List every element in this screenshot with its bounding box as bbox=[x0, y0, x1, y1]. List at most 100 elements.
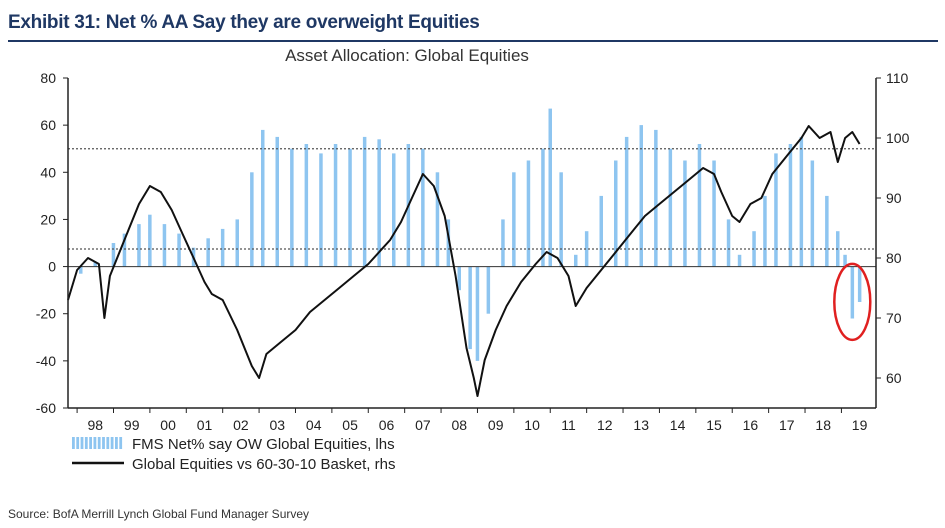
left-tick-label: 0 bbox=[48, 259, 56, 275]
x-tick-label: 14 bbox=[670, 417, 686, 433]
bar-20 bbox=[362, 136, 367, 267]
bar-56 bbox=[825, 195, 829, 267]
bar-27 bbox=[457, 266, 461, 291]
bar-38 bbox=[584, 231, 589, 267]
bar-14 bbox=[275, 136, 279, 267]
legend-swatch-bars bbox=[72, 437, 75, 449]
legend-swatch-bars bbox=[93, 437, 97, 449]
bar-46 bbox=[697, 144, 702, 267]
bar-58 bbox=[843, 254, 847, 267]
title-rule bbox=[8, 40, 938, 42]
highlight-circle bbox=[833, 262, 872, 342]
legend-swatch-bars bbox=[89, 437, 92, 449]
exhibit-title: Exhibit 31: Net % AA Say they are overwe… bbox=[8, 12, 480, 33]
x-tick-label: 13 bbox=[633, 417, 649, 433]
x-tick-label: 99 bbox=[124, 417, 140, 433]
bar-11 bbox=[235, 219, 239, 267]
bar-0 bbox=[79, 266, 83, 274]
bar-59 bbox=[850, 266, 855, 319]
bar-42 bbox=[639, 125, 643, 267]
bar-49 bbox=[737, 254, 742, 267]
plot-area bbox=[67, 108, 876, 397]
bar-9 bbox=[206, 238, 210, 267]
bar-45 bbox=[683, 160, 687, 267]
chart-title: Asset Allocation: Global Equities bbox=[285, 46, 529, 65]
left-tick-label: -40 bbox=[36, 353, 56, 369]
right-tick-label: 110 bbox=[886, 70, 909, 86]
axes: 80 60 40 20 0 -20 -40 -60 110 100 90 80 70 60 98 99 00 01… bbox=[36, 70, 910, 433]
bar-19 bbox=[348, 148, 352, 267]
x-tick-label: 00 bbox=[160, 417, 176, 433]
line-series-path bbox=[67, 125, 861, 397]
bar-15 bbox=[290, 148, 294, 267]
bar-2 bbox=[111, 243, 116, 267]
left-tick-label: 20 bbox=[40, 211, 56, 227]
x-tick-label: 11 bbox=[561, 417, 576, 433]
x-tick-label: 07 bbox=[415, 417, 431, 433]
legend-label-bars: FMS Net% say OW Global Equities, lhs bbox=[132, 436, 395, 453]
bar-35 bbox=[548, 108, 552, 267]
bar-24 bbox=[421, 148, 425, 267]
bar-3 bbox=[122, 233, 127, 267]
bar-52 bbox=[774, 153, 778, 267]
x-tick-label: 04 bbox=[306, 417, 322, 433]
right-tick-label: 70 bbox=[886, 310, 902, 326]
left-tick-label: -60 bbox=[36, 400, 56, 416]
bar-30 bbox=[486, 266, 491, 314]
right-tick-label: 100 bbox=[886, 130, 910, 146]
x-tick-label: 08 bbox=[452, 417, 468, 433]
bar-41 bbox=[624, 136, 629, 267]
legend-swatch-bars bbox=[80, 437, 84, 449]
right-tick-label: 90 bbox=[886, 190, 902, 206]
legend: FMS Net% say OW Global Equities, lhs Glob… bbox=[72, 436, 395, 473]
bar-40 bbox=[614, 160, 618, 267]
legend-swatch-bars bbox=[119, 437, 123, 449]
bar-55 bbox=[810, 160, 815, 267]
bar-1 bbox=[93, 261, 97, 267]
bar-60 bbox=[857, 266, 862, 302]
legend-swatch-bars bbox=[97, 437, 101, 449]
x-tick-label: 10 bbox=[524, 417, 540, 433]
x-tick-label: 01 bbox=[197, 417, 213, 433]
bar-13 bbox=[261, 129, 265, 267]
bar-39 bbox=[599, 195, 603, 267]
bar-44 bbox=[668, 148, 673, 267]
x-tick-label: 16 bbox=[743, 417, 759, 433]
x-tick-label: 19 bbox=[852, 417, 868, 433]
bar-36 bbox=[559, 172, 563, 267]
bar-28 bbox=[468, 266, 472, 350]
source-note: Source: BofA Merrill Lynch Global Fund M… bbox=[8, 507, 310, 521]
x-tick-label: 06 bbox=[379, 417, 395, 433]
bar-29 bbox=[475, 266, 480, 361]
legend-label-line: Global Equities vs 60-30-10 Basket, rhs bbox=[132, 456, 395, 473]
legend-swatch-bars bbox=[110, 437, 114, 449]
bar-32 bbox=[512, 172, 516, 267]
right-tick-label: 60 bbox=[886, 370, 902, 386]
legend-swatch-bars bbox=[115, 437, 118, 449]
bar-18 bbox=[333, 144, 338, 267]
bar-53 bbox=[788, 144, 793, 267]
x-tick-label: 03 bbox=[270, 417, 286, 433]
x-tick-label: 12 bbox=[597, 417, 613, 433]
legend-swatch-bars bbox=[102, 437, 105, 449]
bar-21 bbox=[377, 139, 381, 267]
x-tick-label: 15 bbox=[706, 417, 722, 433]
left-tick-label: -20 bbox=[36, 306, 56, 322]
bar-5 bbox=[148, 214, 152, 267]
bar-22 bbox=[392, 153, 396, 267]
bar-43 bbox=[654, 129, 658, 267]
right-tick-label: 80 bbox=[886, 250, 902, 266]
bar-6 bbox=[162, 224, 167, 267]
left-tick-label: 80 bbox=[40, 70, 56, 86]
bar-10 bbox=[220, 228, 225, 267]
bar-16 bbox=[304, 144, 309, 267]
bar-37 bbox=[574, 254, 578, 267]
x-tick-label: 02 bbox=[233, 417, 249, 433]
legend-swatch-bars bbox=[106, 437, 110, 449]
bar-31 bbox=[501, 219, 505, 267]
bar-12 bbox=[250, 172, 254, 267]
x-tick-label: 18 bbox=[815, 417, 831, 433]
bar-54 bbox=[799, 136, 804, 267]
bar-4 bbox=[137, 224, 141, 267]
bar-33 bbox=[526, 160, 531, 267]
